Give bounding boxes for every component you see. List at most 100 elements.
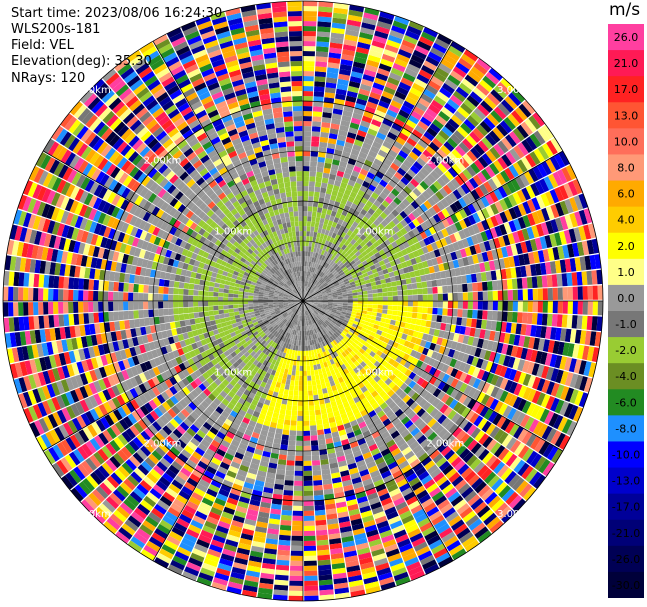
velocity-gate xyxy=(412,218,421,227)
velocity-gate xyxy=(371,285,377,290)
velocity-gate xyxy=(296,430,303,436)
velocity-gate xyxy=(454,110,467,122)
velocity-gate xyxy=(303,425,310,431)
velocity-gate xyxy=(430,156,441,167)
velocity-gate xyxy=(330,194,337,201)
velocity-gate xyxy=(303,480,313,486)
velocity-gate xyxy=(432,301,438,308)
velocity-gate xyxy=(506,279,513,290)
velocity-gate xyxy=(393,118,405,128)
velocity-gate xyxy=(337,191,344,199)
velocity-gate xyxy=(529,151,541,165)
velocity-gate xyxy=(516,312,523,324)
velocity-gate xyxy=(512,162,524,176)
velocity-gate xyxy=(378,166,387,175)
velocity-gate xyxy=(323,250,328,257)
velocity-gate xyxy=(316,232,321,239)
velocity-gate xyxy=(447,293,453,301)
velocity-gate xyxy=(292,365,297,371)
velocity-gate xyxy=(392,233,400,241)
velocity-gate xyxy=(577,286,583,300)
velocity-gate xyxy=(359,32,374,40)
velocity-gate xyxy=(317,156,326,163)
velocity-gate xyxy=(455,86,469,99)
velocity-gate xyxy=(448,152,459,164)
velocity-gate xyxy=(290,375,296,381)
velocity-gate xyxy=(321,228,326,235)
velocity-gate xyxy=(353,107,364,116)
velocity-gate xyxy=(403,141,414,151)
velocity-gate xyxy=(572,286,578,300)
velocity-gate xyxy=(303,201,308,207)
velocity-gate xyxy=(316,275,321,281)
velocity-gate xyxy=(337,254,343,260)
velocity-gate xyxy=(303,435,311,441)
velocity-gate xyxy=(339,124,349,132)
velocity-gate xyxy=(350,71,363,79)
velocity-gate xyxy=(277,544,291,551)
velocity-gate xyxy=(326,279,332,284)
velocity-gate xyxy=(310,261,314,268)
velocity-gate xyxy=(342,193,350,201)
velocity-gate xyxy=(285,409,292,416)
velocity-gate xyxy=(444,122,457,134)
velocity-gate xyxy=(384,231,392,239)
velocity-gate xyxy=(441,315,448,324)
velocity-gate xyxy=(440,173,451,184)
velocity-gate xyxy=(293,355,298,361)
velocity-gate xyxy=(389,276,396,282)
velocity-gate xyxy=(308,350,312,356)
velocity-gate xyxy=(426,159,437,170)
velocity-gate xyxy=(361,115,373,124)
velocity-gate xyxy=(279,529,291,536)
velocity-gate xyxy=(306,266,309,272)
velocity-gate xyxy=(413,106,425,116)
velocity-gate xyxy=(328,266,333,272)
velocity-gate xyxy=(449,203,459,213)
velocity-gate xyxy=(470,189,481,201)
velocity-gate xyxy=(372,304,378,309)
velocity-gate xyxy=(329,47,342,54)
velocity-gate xyxy=(303,465,312,471)
velocity-gate xyxy=(317,227,323,234)
velocity-gate xyxy=(512,301,518,312)
velocity-gate xyxy=(305,345,309,351)
velocity-gate xyxy=(410,165,420,175)
velocity-gate xyxy=(290,555,303,561)
velocity-gate xyxy=(287,450,296,456)
velocity-gate xyxy=(299,335,302,341)
velocity-gate xyxy=(430,47,445,58)
velocity-gate xyxy=(298,345,301,351)
velocity-gate xyxy=(326,271,332,277)
velocity-gate xyxy=(418,36,434,47)
velocity-gate xyxy=(310,221,316,227)
velocity-gate xyxy=(295,455,303,461)
velocity-gate xyxy=(313,273,317,279)
velocity-gate xyxy=(391,175,400,184)
velocity-gate xyxy=(430,75,444,87)
velocity-gate xyxy=(542,301,548,313)
velocity-gate xyxy=(332,17,347,25)
velocity-gate xyxy=(332,256,338,262)
velocity-gate xyxy=(357,291,363,295)
velocity-gate xyxy=(303,261,305,266)
velocity-gate xyxy=(293,485,303,491)
velocity-gate xyxy=(371,40,386,49)
velocity-gate xyxy=(290,425,297,431)
velocity-gate xyxy=(526,312,533,325)
velocity-gate xyxy=(390,67,404,77)
velocity-gate xyxy=(318,439,326,446)
velocity-gate xyxy=(366,240,373,248)
velocity-gate xyxy=(436,33,452,45)
velocity-gate xyxy=(357,294,363,298)
velocity-gate xyxy=(392,217,400,226)
velocity-gate xyxy=(345,95,357,103)
velocity-gate xyxy=(420,135,432,145)
velocity-gate xyxy=(592,301,598,316)
velocity-gate xyxy=(313,280,318,285)
velocity-gate xyxy=(508,92,522,107)
velocity-gate xyxy=(436,315,443,323)
velocity-gate xyxy=(364,7,380,16)
velocity-gate xyxy=(516,159,528,173)
velocity-gate xyxy=(382,140,393,150)
